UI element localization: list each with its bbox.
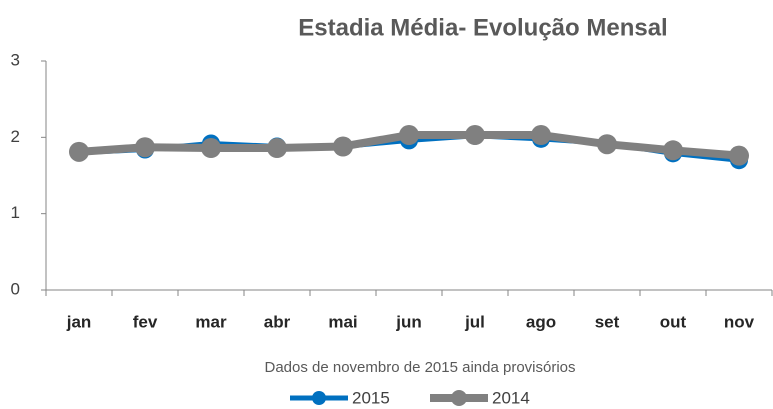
marker — [729, 145, 749, 166]
marker — [663, 140, 683, 161]
x-tick-label: mai — [328, 312, 357, 331]
legend-label: 2015 — [352, 388, 390, 407]
y-tick-label: 1 — [11, 203, 20, 222]
x-tick-label: ago — [526, 312, 556, 331]
x-tick-label: fev — [133, 312, 158, 331]
x-tick-label: set — [595, 312, 620, 331]
y-tick-label: 2 — [11, 127, 20, 146]
marker — [201, 138, 221, 159]
y-tick-label: 0 — [11, 279, 20, 298]
chart-title: Estadia Média- Evolução Mensal — [298, 14, 667, 41]
x-tick-label: abr — [264, 312, 291, 331]
marker — [135, 137, 155, 158]
legend-marker — [451, 390, 467, 406]
legend-marker — [312, 391, 326, 405]
x-tick-label: jul — [464, 312, 485, 331]
marker — [597, 134, 617, 155]
marker — [267, 138, 287, 159]
x-tick-label: out — [660, 312, 687, 331]
legend-label: 2014 — [492, 388, 530, 407]
x-tick-label: mar — [195, 312, 227, 331]
marker — [333, 136, 353, 157]
y-tick-label: 3 — [11, 50, 20, 69]
marker — [531, 125, 551, 146]
marker — [465, 125, 485, 146]
x-tick-label: jun — [395, 312, 422, 331]
x-tick-label: jan — [66, 312, 92, 331]
marker — [69, 141, 89, 162]
note: Dados de novembro de 2015 ainda provisór… — [264, 359, 575, 376]
marker — [399, 125, 419, 146]
x-tick-label: nov — [724, 312, 755, 331]
